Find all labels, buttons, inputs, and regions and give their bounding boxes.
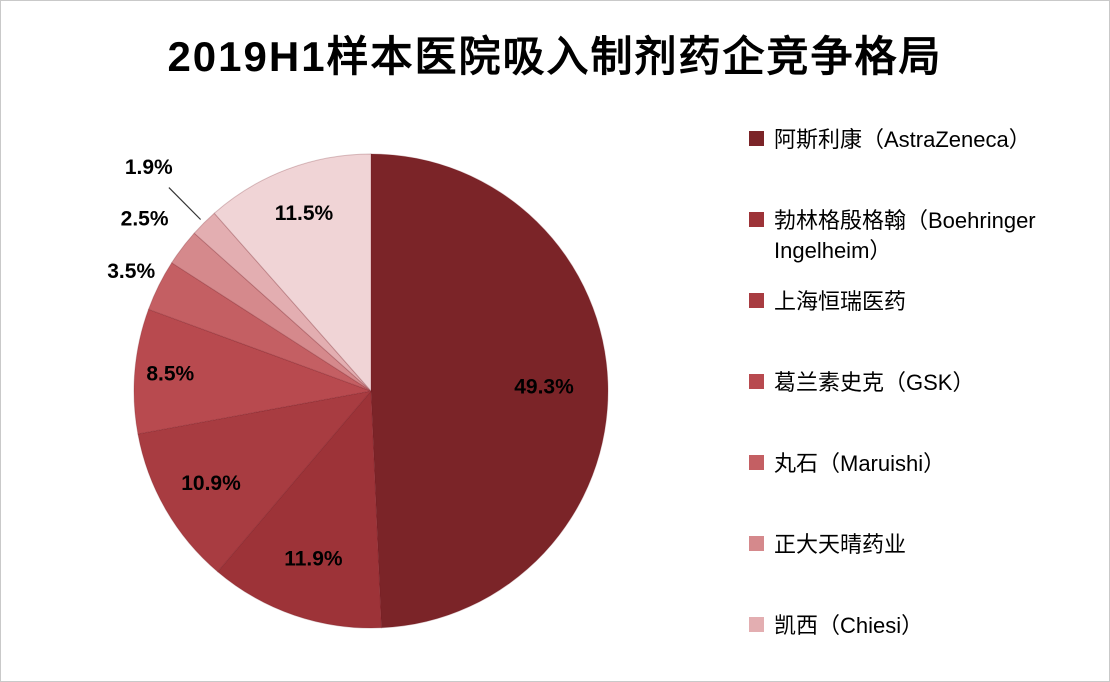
legend-label: 阿斯利康（AstraZeneca） bbox=[774, 127, 1031, 152]
legend-swatch-icon bbox=[749, 536, 764, 551]
pie-slice-6 bbox=[193, 212, 372, 392]
pie-slice-7 bbox=[213, 153, 372, 393]
pie-data-label-2: 10.9% bbox=[181, 472, 241, 495]
legend-swatch-icon bbox=[749, 374, 764, 389]
pie-data-label-7: 11.5% bbox=[275, 202, 334, 225]
pie-slice-4 bbox=[147, 262, 372, 392]
legend-swatch-icon bbox=[749, 617, 764, 632]
legend-item-1: 勃林格殷格翰（Boehringer Ingelheim） bbox=[749, 206, 1094, 287]
legend-item-0: 阿斯利康（AstraZeneca） bbox=[749, 125, 1094, 206]
legend-label: 丸石（Maruishi） bbox=[774, 451, 946, 476]
pie-slice-2 bbox=[137, 390, 373, 573]
legend-item-6: 凯西（Chiesi） bbox=[749, 611, 1094, 681]
legend-label: 正大天晴药业 bbox=[774, 532, 907, 557]
legend-item-5: 正大天晴药业 bbox=[749, 530, 1094, 611]
legend-swatch-icon bbox=[749, 212, 764, 227]
legend-swatch-icon bbox=[749, 131, 764, 146]
label-leader-line bbox=[168, 187, 202, 220]
pie-slice-1 bbox=[216, 389, 382, 629]
pie-slice-5 bbox=[171, 232, 372, 392]
pie-slice-0 bbox=[370, 153, 609, 629]
pie-data-label-0: 49.3% bbox=[514, 376, 574, 399]
chart-title: 2019H1样本医院吸入制剂药企竞争格局 bbox=[167, 33, 943, 80]
legend-label: 勃林格殷格翰（Boehringer Ingelheim） bbox=[774, 208, 1036, 263]
legend-label: 凯西（Chiesi） bbox=[774, 613, 924, 638]
legend-item-4: 丸石（Maruishi） bbox=[749, 449, 1094, 530]
legend-label: 上海恒瑞医药 bbox=[774, 289, 907, 314]
legend-label: 葛兰素史克（GSK） bbox=[774, 370, 975, 395]
pie-data-label-1: 11.9% bbox=[284, 548, 343, 571]
pie-data-label-4: 3.5% bbox=[107, 260, 155, 283]
pie-data-label-3: 8.5% bbox=[146, 362, 194, 385]
legend-swatch-icon bbox=[749, 293, 764, 308]
legend-item-2: 上海恒瑞医药 bbox=[749, 287, 1094, 368]
legend-swatch-icon bbox=[749, 455, 764, 470]
pie-slice-3 bbox=[133, 308, 373, 435]
legend: 阿斯利康（AstraZeneca） 勃林格殷格翰（Boehringer Ingel… bbox=[749, 125, 1094, 681]
pie-data-label-5: 2.5% bbox=[121, 207, 169, 230]
legend-item-3: 葛兰素史克（GSK） bbox=[749, 368, 1094, 449]
pie-data-label-6: 1.9% bbox=[125, 156, 173, 179]
